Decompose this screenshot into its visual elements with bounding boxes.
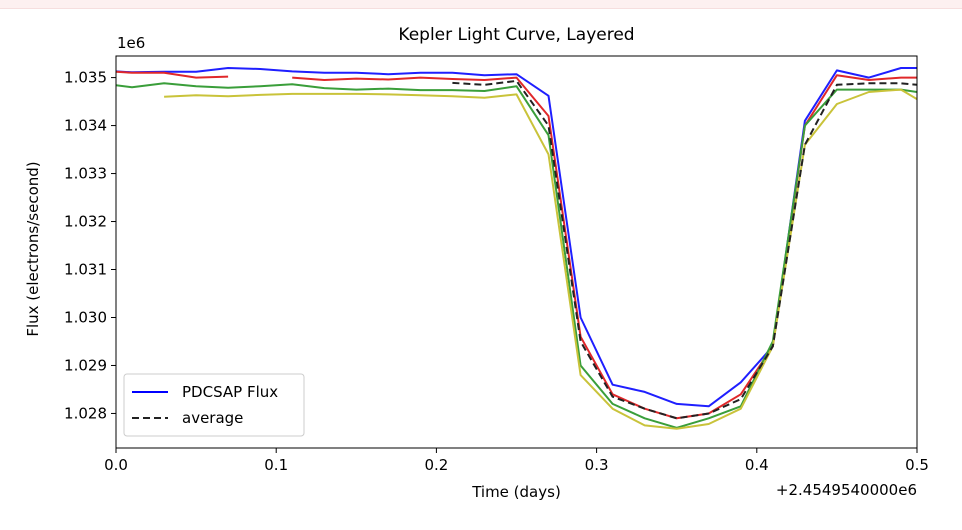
plot-frame	[115, 55, 918, 449]
series-line-2	[116, 82, 917, 429]
x-tick-label: 0.5	[905, 456, 929, 474]
x-offset-label: +2.4549540000e6	[776, 481, 917, 499]
series-group	[116, 67, 917, 430]
chart-title: Kepler Light Curve, Layered	[398, 25, 634, 45]
x-axis-label: Time (days)	[471, 483, 561, 501]
legend-label-0: PDCSAP Flux	[182, 383, 278, 401]
y-axis-label: Flux (electrons/second)	[24, 161, 42, 336]
y-tick-label: 1.033	[64, 165, 107, 183]
y-tick-label: 1.029	[64, 356, 107, 374]
y-tick-label: 1.031	[64, 261, 107, 279]
series-line-3	[164, 88, 917, 430]
y-tick-label: 1.034	[64, 117, 107, 135]
series-line-1-seg0	[116, 70, 229, 79]
legend: PDCSAP Flux average	[123, 373, 305, 437]
x-tick-label: 0.1	[264, 456, 288, 474]
legend-box	[123, 373, 305, 437]
x-tick-label: 0.3	[585, 456, 609, 474]
x-tick-label: 0.0	[104, 456, 128, 474]
y-tick-label: 1.028	[64, 404, 107, 422]
x-tick-label: 0.4	[745, 456, 769, 474]
y-tick-label: 1.032	[64, 213, 107, 231]
x-tick-label: 0.2	[424, 456, 448, 474]
window-top-bar	[0, 0, 962, 9]
series-line-4	[452, 79, 917, 420]
y-scale-label: 1e6	[117, 34, 145, 52]
y-tick-label: 1.035	[64, 69, 107, 87]
legend-label-1: average	[182, 409, 243, 427]
y-tick-label: 1.030	[64, 308, 107, 326]
series-line-1-seg1	[292, 74, 917, 420]
